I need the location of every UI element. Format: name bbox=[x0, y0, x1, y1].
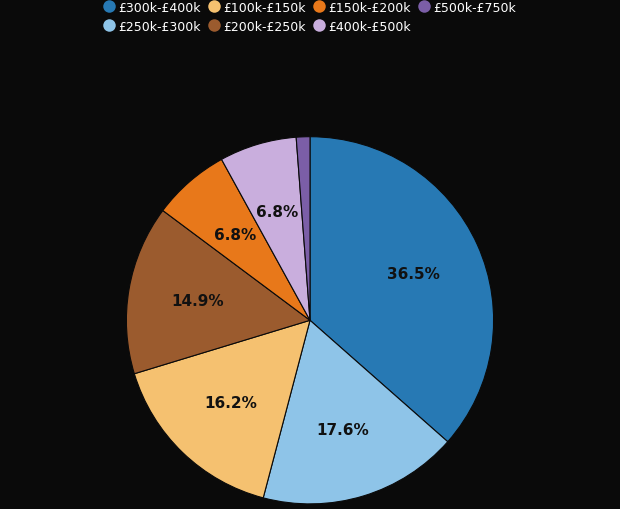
Wedge shape bbox=[221, 138, 310, 321]
Wedge shape bbox=[310, 137, 494, 442]
Wedge shape bbox=[126, 211, 310, 374]
Wedge shape bbox=[296, 137, 310, 321]
Text: 16.2%: 16.2% bbox=[205, 395, 257, 410]
Wedge shape bbox=[264, 321, 448, 504]
Text: 36.5%: 36.5% bbox=[388, 266, 440, 281]
Text: 14.9%: 14.9% bbox=[172, 294, 224, 308]
Wedge shape bbox=[163, 160, 310, 321]
Text: 6.8%: 6.8% bbox=[257, 204, 299, 219]
Wedge shape bbox=[135, 321, 310, 498]
Legend: £300k-£400k, £250k-£300k, £100k-£150k, £200k-£250k, £150k-£200k, £400k-£500k, £5: £300k-£400k, £250k-£300k, £100k-£150k, £… bbox=[99, 0, 521, 39]
Text: 17.6%: 17.6% bbox=[317, 422, 370, 437]
Text: 6.8%: 6.8% bbox=[214, 228, 257, 242]
